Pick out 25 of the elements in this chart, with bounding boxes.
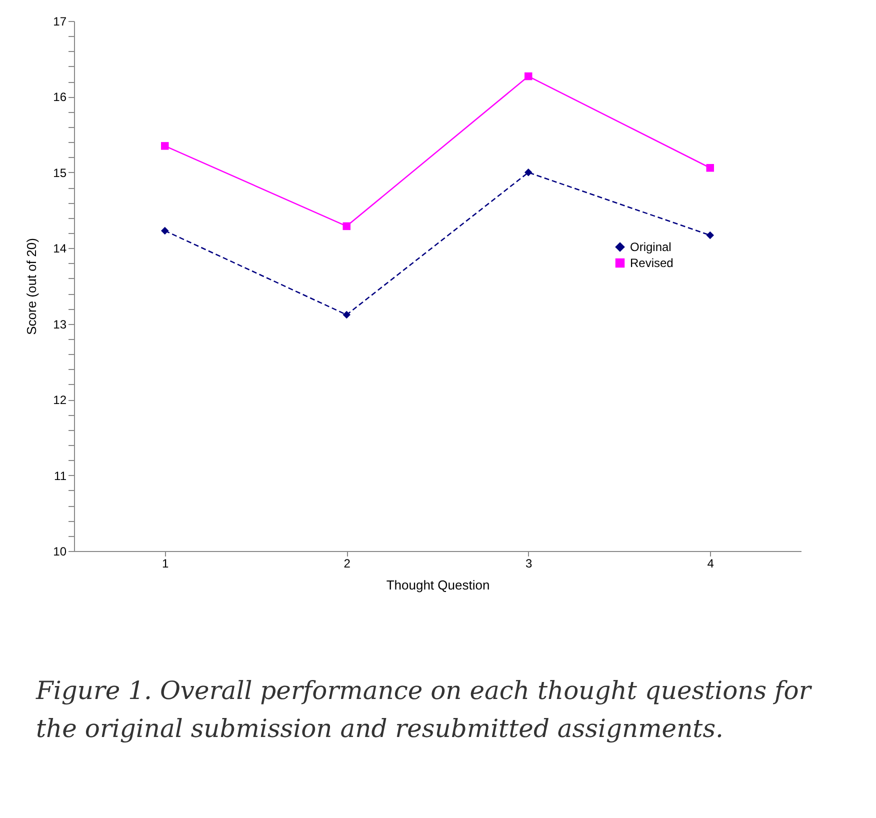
x-tick-label: 3 xyxy=(526,556,533,570)
point xyxy=(161,142,169,150)
point xyxy=(524,168,532,176)
y-tick-label: 16 xyxy=(53,90,67,104)
x-tick-label: 2 xyxy=(344,556,351,570)
point xyxy=(342,310,350,319)
legend-label: Original xyxy=(630,240,672,254)
x-tick-label: 1 xyxy=(162,556,170,570)
point xyxy=(161,226,169,235)
point xyxy=(706,231,714,240)
y-tick-label: 12 xyxy=(53,393,67,408)
y-tick-label: 10 xyxy=(53,544,67,558)
y-tick-label: 11 xyxy=(54,468,67,483)
y-tick-label: 17 xyxy=(53,14,67,28)
legend-label: Revised xyxy=(630,256,674,270)
x-axis-title: Thought Question xyxy=(386,578,490,592)
point xyxy=(706,164,714,172)
y-tick-label: 14 xyxy=(53,242,67,256)
y-axis-title: Score (out of 20) xyxy=(24,238,40,335)
point xyxy=(342,222,350,230)
x-tick-label: 4 xyxy=(707,556,714,570)
y-tick-label: 13 xyxy=(53,317,67,332)
point xyxy=(524,72,532,80)
y-tick-label: 15 xyxy=(53,166,67,180)
caption: Figure 1. Overall performance on each thought questions for the original submission and resubmitted assignments. xyxy=(36,675,813,745)
